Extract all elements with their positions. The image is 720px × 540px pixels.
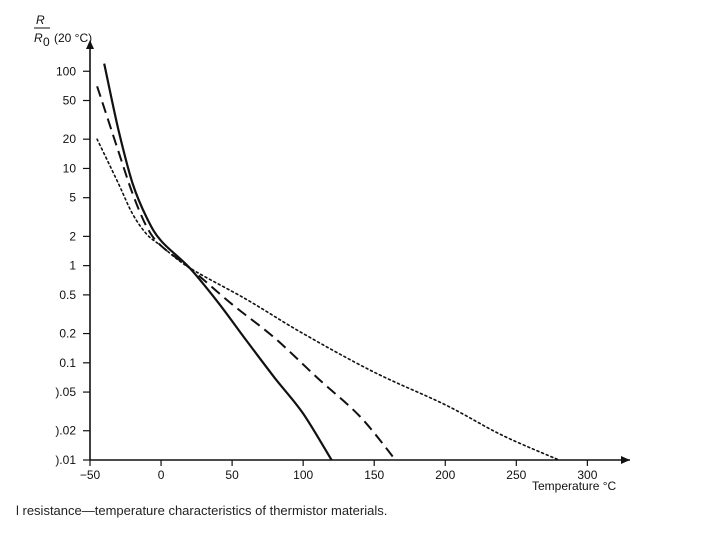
series-line-dashed [96, 85, 397, 461]
y-axis-title-numerator: R [36, 13, 45, 27]
figure-caption: l resistance—temperature characteristics… [16, 503, 387, 518]
y-tick-label: 1 [69, 259, 76, 273]
y-tick-label: 20 [63, 132, 77, 146]
y-axis-title-subscript: 0 [43, 35, 50, 49]
y-tick-label: 10 [63, 161, 77, 175]
y-tick-label: 0.5 [59, 288, 76, 302]
x-tick-label: 0 [158, 468, 165, 482]
y-tick-label: ).05 [55, 385, 76, 399]
series-line-solid [103, 63, 333, 461]
y-tick-label: 5 [69, 191, 76, 205]
y-axis-title: R R 0 (20 °C) [34, 13, 92, 49]
x-tick-label: 250 [506, 468, 526, 482]
y-axis-arrow [86, 40, 94, 49]
y-ticks: 100 50 20 10 5 2 1 0.5 0.2 0.1 ).05 ).02 ).01 [55, 64, 90, 467]
y-axis-title-denominator: R [34, 31, 43, 45]
x-tick-label: 50 [225, 468, 239, 482]
series-line-dotted [96, 138, 560, 461]
x-axis-arrow [621, 456, 630, 464]
y-axis-title-suffix: (20 °C) [54, 31, 92, 45]
x-ticks: −50 0 50 100 150 200 250 300 [80, 460, 598, 482]
y-tick-label: 0.1 [59, 356, 76, 370]
y-tick-label: ).02 [55, 424, 76, 438]
y-tick-label: 50 [63, 94, 77, 108]
x-tick-label: 150 [364, 468, 384, 482]
x-tick-label: −50 [80, 468, 101, 482]
y-tick-label: ).01 [55, 453, 76, 467]
x-tick-label: 300 [577, 468, 597, 482]
x-tick-label: 200 [435, 468, 455, 482]
x-tick-label: 100 [293, 468, 313, 482]
series-layer [96, 63, 560, 461]
x-axis-title: Temperature °C [532, 479, 616, 493]
y-tick-label: 0.2 [59, 327, 76, 341]
axes [86, 40, 630, 464]
y-tick-label: 2 [69, 229, 76, 243]
y-tick-label: 100 [56, 64, 76, 78]
